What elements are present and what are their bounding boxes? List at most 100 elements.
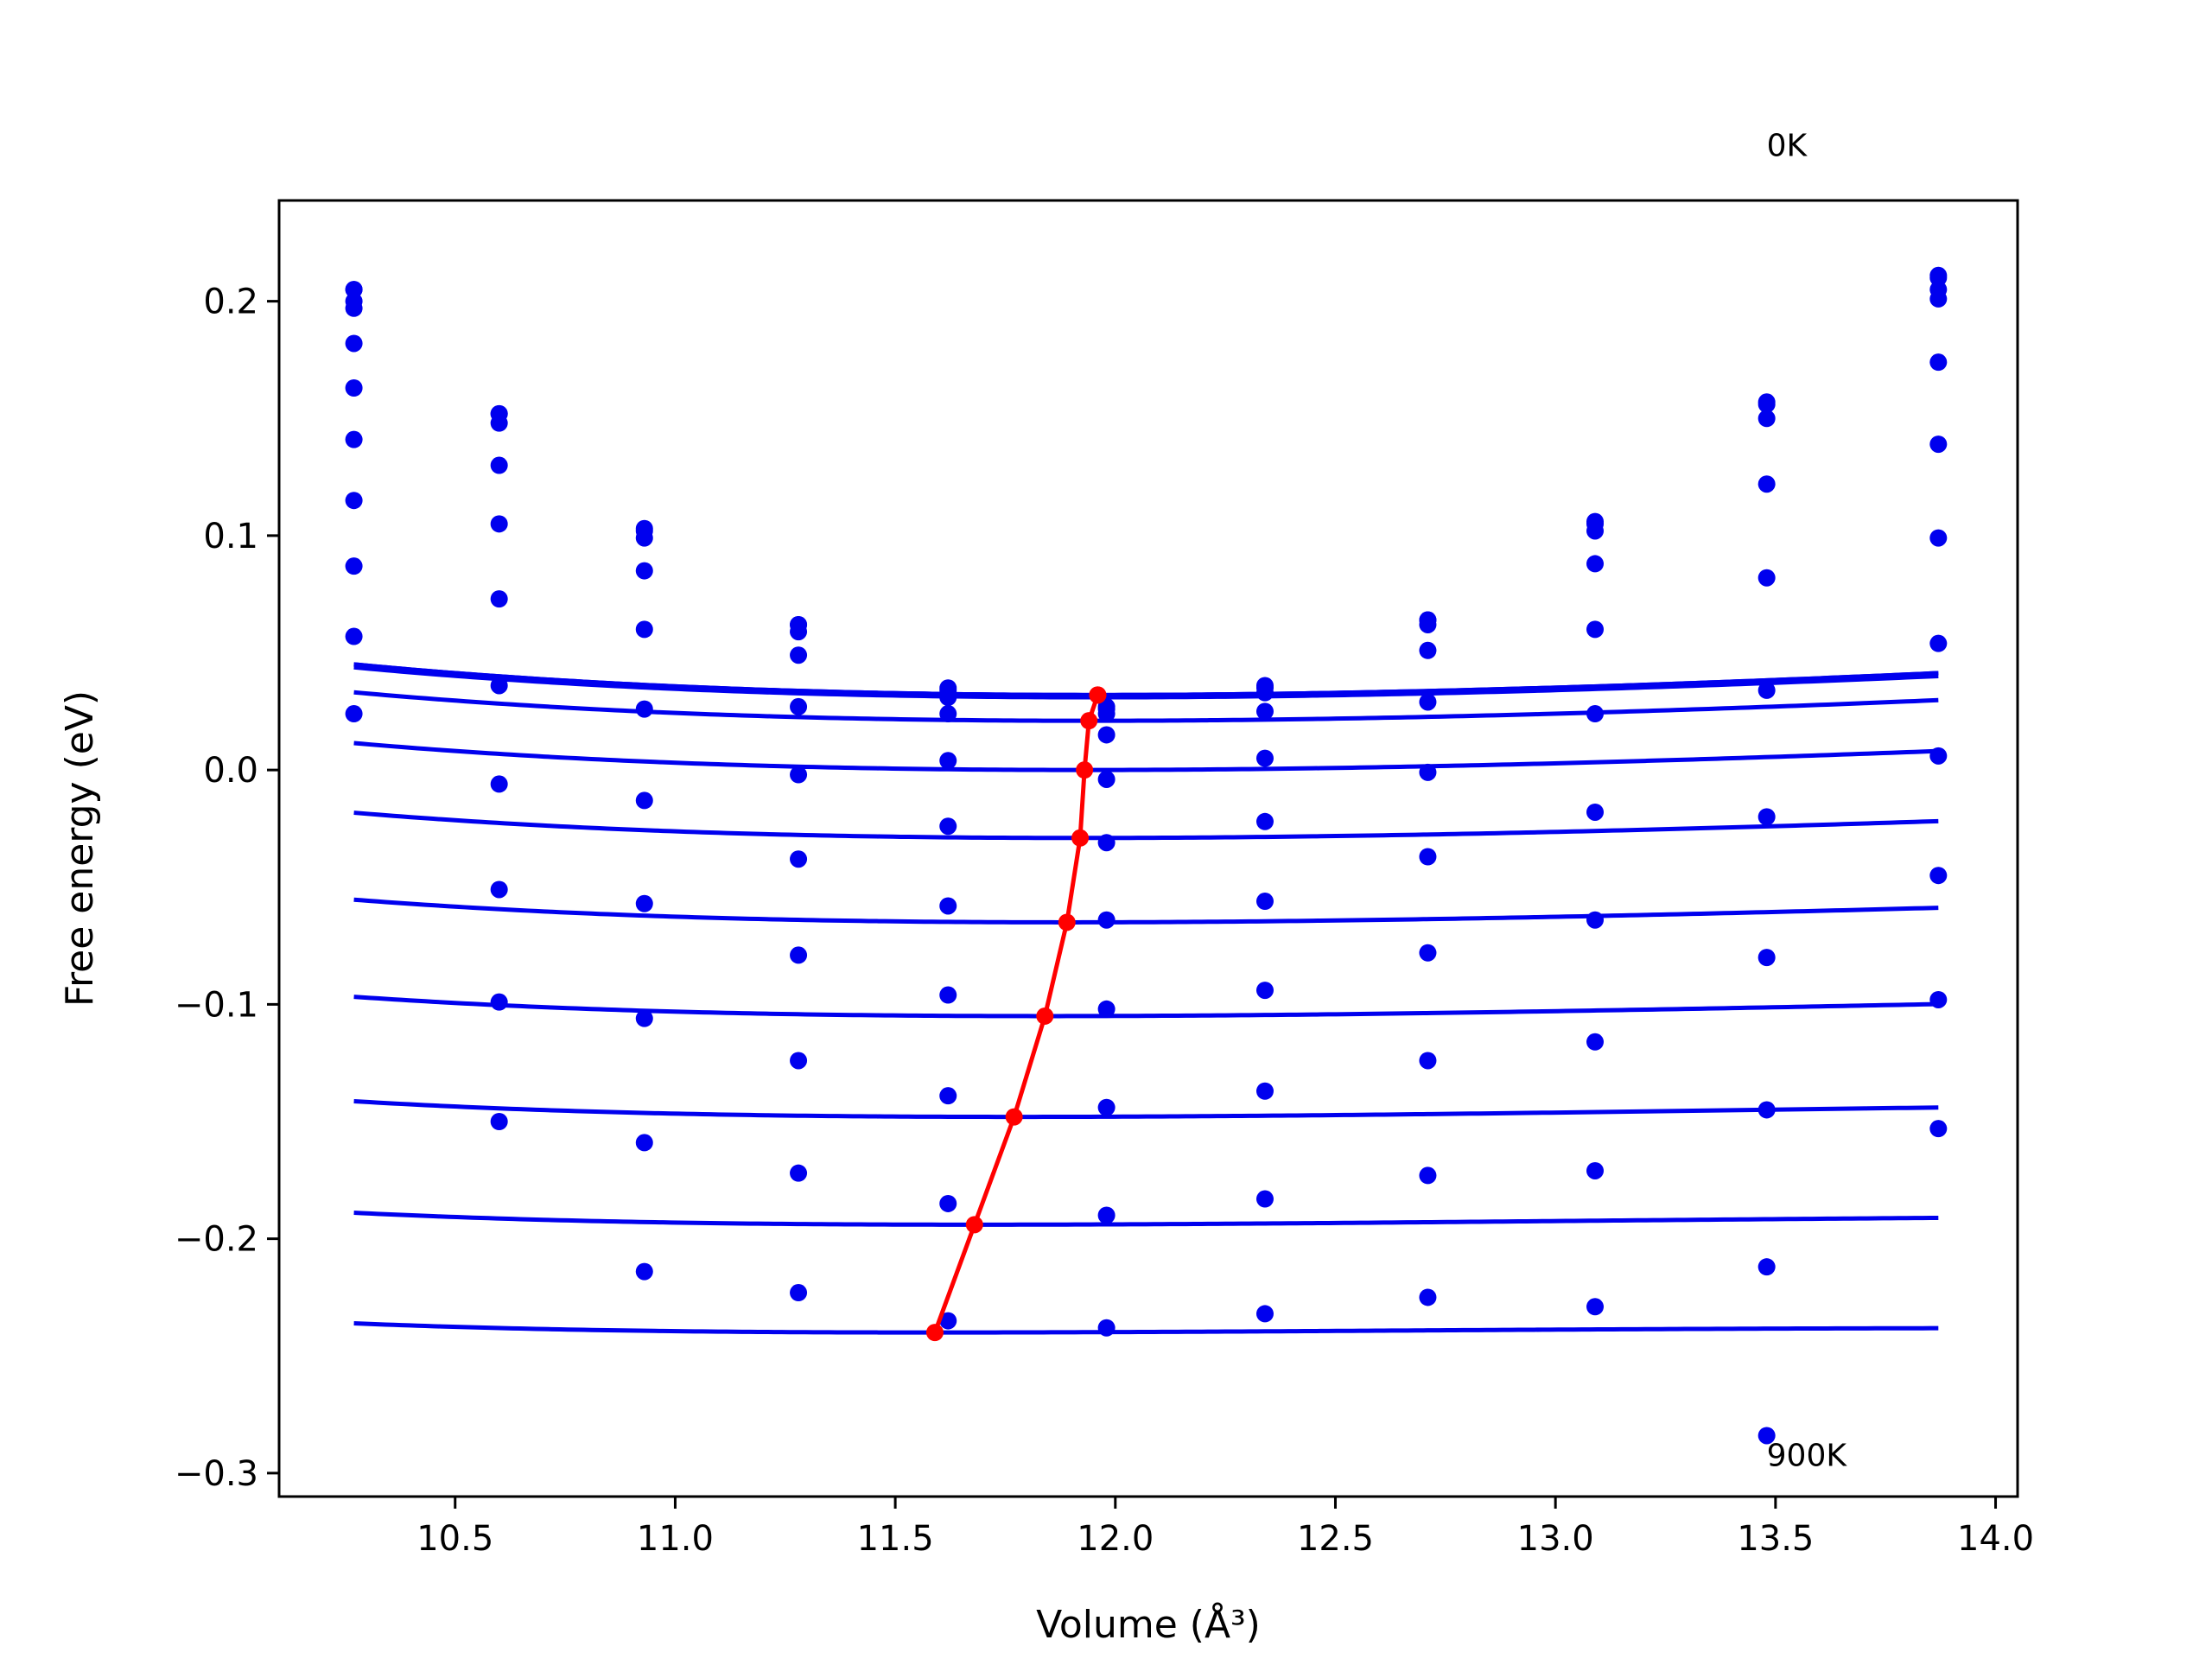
data-point xyxy=(1097,726,1116,744)
data-point xyxy=(490,775,508,793)
data-point xyxy=(1758,475,1776,493)
data-point xyxy=(1255,1305,1274,1323)
data-point xyxy=(1419,693,1437,711)
data-point xyxy=(939,1312,957,1330)
fit-curve xyxy=(353,1098,1939,1120)
data-point xyxy=(1586,1161,1605,1179)
data-point xyxy=(635,1009,653,1027)
annotations: 0K 900K xyxy=(1767,128,1848,1473)
data-point xyxy=(939,817,957,836)
data-point xyxy=(345,378,363,397)
data-point xyxy=(1929,747,1948,765)
data-point xyxy=(490,414,508,432)
data-point xyxy=(1255,893,1274,911)
y-axis-label: Free energy (eV) xyxy=(58,690,102,1007)
minimum-path-point xyxy=(1089,686,1107,704)
data-point xyxy=(1419,848,1437,866)
x-axis: 10.5 11.0 11.5 12.0 12.5 13.0 13.5 14.0 xyxy=(416,1497,2034,1559)
data-point xyxy=(790,850,808,868)
y-tick-label: 0.2 xyxy=(203,283,258,322)
data-point xyxy=(939,689,957,707)
data-point xyxy=(1929,435,1948,454)
plot-area xyxy=(345,266,1948,1445)
fit-curve xyxy=(353,690,1939,723)
data-point xyxy=(1758,1427,1776,1445)
data-point xyxy=(345,557,363,575)
data-point xyxy=(490,515,508,533)
x-tick-label: 11.5 xyxy=(857,1519,934,1559)
y-tick-label: −0.1 xyxy=(175,985,258,1025)
data-point xyxy=(1255,749,1274,767)
x-tick-label: 11.0 xyxy=(637,1519,714,1559)
data-point xyxy=(1255,812,1274,830)
fit-curve xyxy=(353,995,1939,1019)
data-point xyxy=(939,1194,957,1212)
data-point xyxy=(490,590,508,608)
data-point xyxy=(1097,705,1116,723)
data-point xyxy=(345,430,363,448)
minimum-path-point xyxy=(1036,1007,1054,1025)
fit-curve xyxy=(353,1321,1939,1335)
y-tick-label: 0.1 xyxy=(203,517,258,556)
data-point xyxy=(790,766,808,784)
data-point xyxy=(345,705,363,723)
data-point xyxy=(1758,1258,1776,1276)
y-tick-label: −0.2 xyxy=(175,1220,258,1260)
data-point xyxy=(1419,944,1437,962)
data-point xyxy=(1586,705,1605,723)
fit-curve xyxy=(353,810,1939,841)
data-point xyxy=(1097,834,1116,852)
fit-curve xyxy=(353,662,1939,697)
data-point xyxy=(939,986,957,1004)
data-point xyxy=(1419,763,1437,781)
data-point xyxy=(1419,615,1437,633)
data-point xyxy=(635,700,653,718)
data-point xyxy=(1097,1098,1116,1116)
data-point xyxy=(490,880,508,899)
data-point xyxy=(490,456,508,474)
data-point xyxy=(1097,1319,1116,1337)
fit-curve xyxy=(353,664,1939,700)
data-point xyxy=(790,1164,808,1182)
data-point xyxy=(1586,803,1605,821)
y-tick-label: 0.0 xyxy=(203,751,258,791)
data-point xyxy=(490,677,508,695)
data-point xyxy=(345,627,363,645)
data-point xyxy=(1929,634,1948,652)
data-point xyxy=(1586,1298,1605,1316)
data-point xyxy=(1758,681,1776,699)
y-tick-label: −0.3 xyxy=(175,1454,258,1494)
data-point xyxy=(1419,1052,1437,1070)
data-point xyxy=(939,705,957,723)
data-point xyxy=(1419,1166,1437,1185)
data-point xyxy=(1586,620,1605,639)
fit-curve xyxy=(353,897,1939,925)
x-tick-label: 12.5 xyxy=(1297,1519,1374,1559)
data-point xyxy=(345,299,363,317)
minimum-path-point xyxy=(965,1216,983,1234)
data-point xyxy=(1758,395,1776,413)
data-point xyxy=(1255,1190,1274,1208)
data-point xyxy=(790,646,808,664)
data-point xyxy=(1419,1288,1437,1306)
fit-curve xyxy=(353,741,1939,772)
temperature-annotation: 0K xyxy=(1767,128,1808,163)
data-point xyxy=(345,492,363,510)
minimum-path-point xyxy=(1071,829,1090,847)
data-point xyxy=(1586,1033,1605,1051)
data-point xyxy=(939,897,957,915)
data-point xyxy=(490,993,508,1011)
data-point xyxy=(635,1262,653,1281)
data-point xyxy=(1419,641,1437,659)
data-point xyxy=(1586,911,1605,929)
data-point xyxy=(1929,867,1948,885)
minimum-path-point xyxy=(1058,913,1076,931)
data-point xyxy=(635,894,653,912)
x-tick-label: 13.0 xyxy=(1517,1519,1594,1559)
data-point xyxy=(635,791,653,810)
data-point xyxy=(1929,353,1948,372)
data-point xyxy=(939,752,957,770)
data-point xyxy=(1758,1101,1776,1119)
